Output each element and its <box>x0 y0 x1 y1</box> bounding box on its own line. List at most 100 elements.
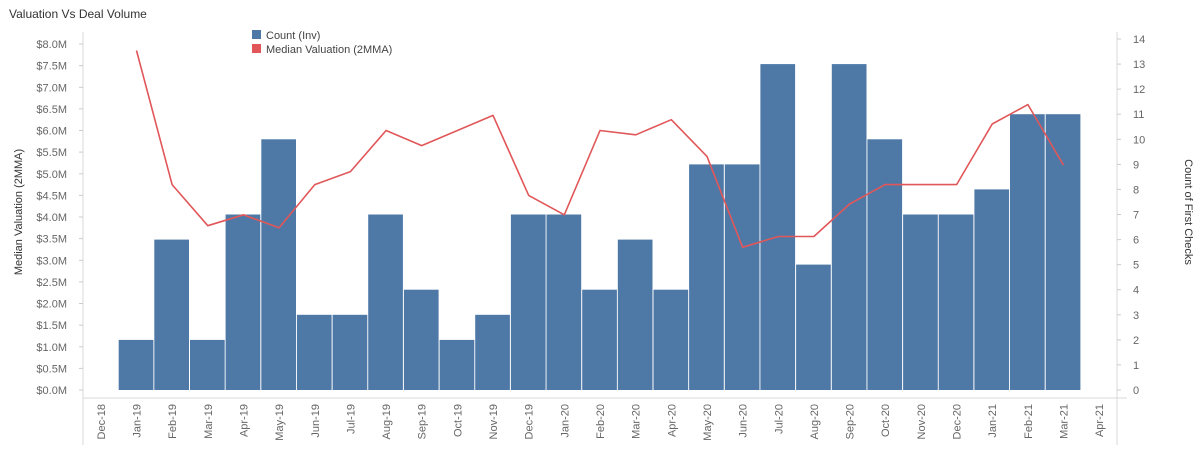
x-tick-label: Feb-20 <box>595 404 607 439</box>
right-tick-label: 12 <box>1133 84 1145 96</box>
right-tick-label: 4 <box>1133 285 1139 297</box>
bar <box>903 214 938 390</box>
bar <box>332 314 368 390</box>
left-tick-label: $0.5M <box>36 363 67 375</box>
bar <box>831 64 867 390</box>
left-axis-title: Median Valuation (2MMA) <box>13 149 25 275</box>
bar <box>368 214 403 390</box>
bar <box>546 214 582 390</box>
x-tick-label: Dec-18 <box>96 404 108 439</box>
left-tick-label: $0.0M <box>36 385 67 397</box>
valuation-line <box>135 50 1065 249</box>
left-tick-label: $5.5M <box>36 147 67 159</box>
x-tick-label: Mar-21 <box>1059 404 1071 439</box>
bar <box>403 289 439 390</box>
x-tick-label: Apr-19 <box>238 404 250 437</box>
x-tick-label: Sep-20 <box>845 404 857 439</box>
x-tick-label: Apr-21 <box>1094 404 1106 437</box>
bar <box>867 139 903 390</box>
bar <box>1010 114 1045 390</box>
bar <box>510 214 546 390</box>
left-tick-label: $4.5M <box>36 190 67 202</box>
bar <box>974 189 1010 390</box>
right-axis-title: Count of First Checks <box>1182 159 1194 265</box>
bar <box>118 339 154 390</box>
left-tick-label: $7.0M <box>36 82 67 94</box>
bar <box>796 264 831 390</box>
right-tick-label: 13 <box>1133 59 1145 71</box>
line-series <box>135 50 1065 249</box>
x-tick-label: Feb-21 <box>1023 404 1035 439</box>
bar <box>261 139 296 390</box>
bar <box>475 314 510 390</box>
bar <box>724 164 760 390</box>
right-tick-label: 6 <box>1133 235 1139 247</box>
left-tick-label: $7.5M <box>36 61 67 73</box>
x-tick-label: May-19 <box>274 404 286 441</box>
left-tick-label: $4.0M <box>36 212 67 224</box>
bar <box>938 214 974 390</box>
x-tick-label: Dec-19 <box>524 404 536 439</box>
bar <box>617 239 653 390</box>
left-tick-label: $1.0M <box>36 342 67 354</box>
x-tick-label: Dec-20 <box>952 404 964 439</box>
x-tick-label: Jun-19 <box>310 404 322 438</box>
right-tick-label: 1 <box>1133 360 1139 372</box>
left-axis-ticks: $0.0M $0.5M $1.0M $1.5M $2.0M $2.5M $3.0M $3.5M… <box>36 39 83 397</box>
x-tick-label: Oct-19 <box>452 404 464 437</box>
x-tick-label: Feb-19 <box>167 404 179 439</box>
x-tick-label: Jul-19 <box>345 404 357 434</box>
left-tick-label: $3.0M <box>36 255 67 267</box>
x-tick-label: Aug-20 <box>809 404 821 439</box>
bar <box>582 289 617 390</box>
left-tick-label: $2.5M <box>36 277 67 289</box>
legend: Count (Inv) Median Valuation (2MMA) <box>252 30 392 56</box>
right-tick-label: 3 <box>1133 310 1139 322</box>
bar <box>154 239 189 390</box>
right-tick-label: 5 <box>1133 260 1139 272</box>
left-tick-label: $3.5M <box>36 234 67 246</box>
legend-swatch <box>252 44 261 53</box>
left-tick-label: $6.0M <box>36 126 67 138</box>
right-tick-label: 14 <box>1133 34 1145 46</box>
x-tick-label: Apr-20 <box>666 404 678 437</box>
x-axis-ticks: Dec-18 Jan-19 Feb-19 Mar-19 Apr-19 May-19 Jun-… <box>96 404 1106 441</box>
bar <box>1045 114 1081 390</box>
left-tick-label: $2.0M <box>36 299 67 311</box>
x-tick-label: Oct-20 <box>880 404 892 437</box>
right-tick-label: 2 <box>1133 335 1139 347</box>
left-tick-label: $5.0M <box>36 169 67 181</box>
x-tick-label: Jan-21 <box>987 404 999 438</box>
chart-title: Valuation Vs Deal Volume <box>9 7 147 21</box>
right-tick-label: 9 <box>1133 159 1139 171</box>
x-tick-label: Mar-20 <box>631 404 643 439</box>
bar <box>760 64 796 390</box>
legend-label: Median Valuation (2MMA) <box>266 44 392 56</box>
bar <box>296 314 332 390</box>
x-tick-label: Jun-20 <box>738 404 750 438</box>
bar-series <box>118 64 1081 390</box>
right-tick-label: 0 <box>1133 385 1139 397</box>
x-tick-label: May-20 <box>702 404 714 441</box>
right-tick-label: 11 <box>1133 109 1144 121</box>
bar <box>689 164 724 390</box>
bar <box>653 289 689 390</box>
x-tick-label: Jul-20 <box>773 404 785 434</box>
left-tick-label: $6.5M <box>36 104 67 116</box>
bar <box>190 339 225 390</box>
right-tick-label: 8 <box>1133 184 1139 196</box>
x-tick-label: Sep-19 <box>417 404 429 439</box>
bar <box>225 214 261 390</box>
x-tick-label: Jan-19 <box>132 404 144 438</box>
x-tick-label: Jan-20 <box>559 404 571 438</box>
right-tick-label: 7 <box>1133 210 1139 222</box>
x-tick-label: Nov-19 <box>488 404 500 439</box>
x-tick-label: Aug-19 <box>381 404 393 439</box>
right-tick-label: 10 <box>1133 134 1145 146</box>
left-tick-label: $1.5M <box>36 320 67 332</box>
legend-label: Count (Inv) <box>266 30 320 42</box>
x-tick-label: Mar-19 <box>203 404 215 439</box>
legend-swatch <box>252 30 261 39</box>
